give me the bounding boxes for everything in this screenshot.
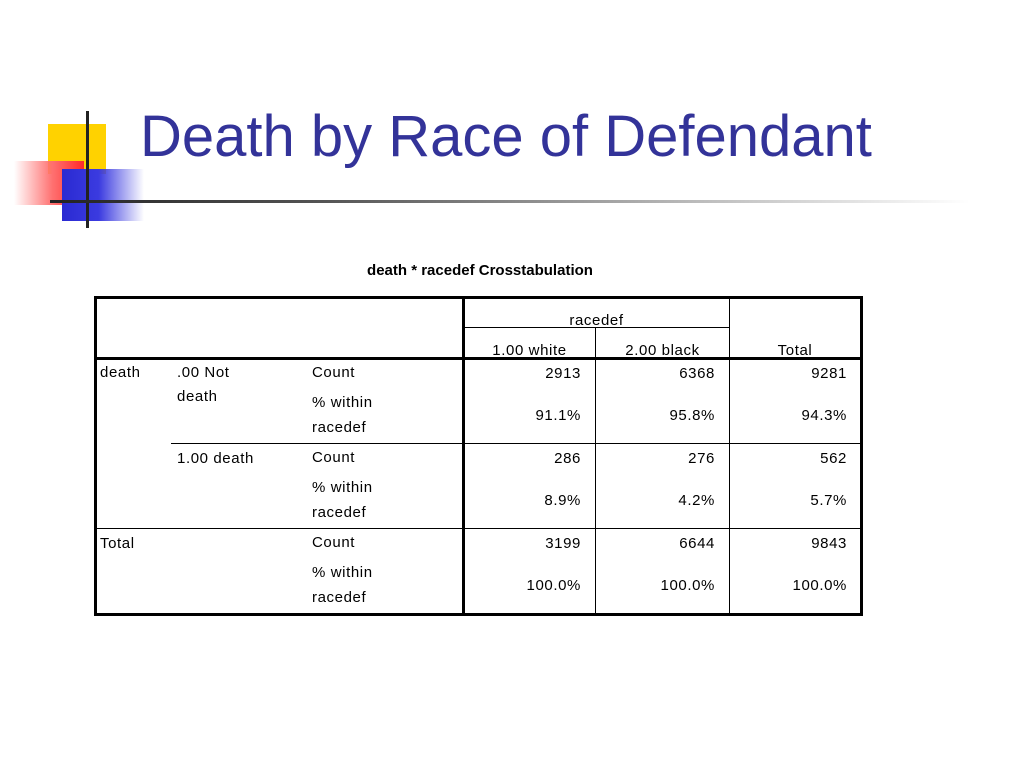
category-death-label: 1.00 death <box>177 450 254 467</box>
value-cell: 6368 <box>679 365 715 382</box>
stat-label-pct-line2: racedef <box>312 504 367 521</box>
value-cell: 100.0% <box>792 577 847 594</box>
stat-label-pct-line2: racedef <box>312 419 367 436</box>
crosstab-table: racedef 1.00 white 2.00 black Total deat… <box>94 296 863 616</box>
row-variable-label: death <box>100 364 141 381</box>
value-cell: 3199 <box>545 535 581 552</box>
stat-label-count: Count <box>312 534 356 551</box>
value-cell: 95.8% <box>669 407 715 424</box>
value-cell: 100.0% <box>660 577 715 594</box>
stat-label-pct-line1: % within <box>312 394 373 411</box>
row-label-separator <box>462 296 465 613</box>
column-header-black: 2.00 black <box>625 342 700 359</box>
title-underline <box>50 200 970 203</box>
value-cell: 276 <box>688 450 715 467</box>
logo-vertical-line <box>86 111 89 228</box>
logo-blue-square <box>62 169 144 221</box>
category-not-death-line2: death <box>177 388 218 405</box>
stat-label-count: Count <box>312 364 356 381</box>
value-cell: 9843 <box>811 535 847 552</box>
value-cell: 2913 <box>545 365 581 382</box>
stat-label-count: Count <box>312 449 356 466</box>
category-not-death-line1: .00 Not <box>177 364 230 381</box>
column-group-label: racedef <box>569 312 624 329</box>
stat-label-pct-line1: % within <box>312 564 373 581</box>
value-cell: 562 <box>820 450 847 467</box>
table-border-left <box>94 296 97 616</box>
header-separator <box>94 357 860 360</box>
value-cell: 8.9% <box>544 492 581 509</box>
column-header-total: Total <box>777 342 813 359</box>
value-cell: 91.1% <box>535 407 581 424</box>
value-cell: 5.7% <box>810 492 847 509</box>
value-cell: 100.0% <box>526 577 581 594</box>
value-cell: 6644 <box>679 535 715 552</box>
slide-title: Death by Race of Defendant <box>140 104 872 169</box>
column-divider-white <box>595 327 596 613</box>
value-cell: 94.3% <box>801 407 847 424</box>
slide-logo <box>0 0 1024 240</box>
table-border-bottom <box>94 613 863 616</box>
table-caption: death * racedef Crosstabulation <box>367 262 593 279</box>
stat-label-pct-line2: racedef <box>312 589 367 606</box>
value-cell: 4.2% <box>678 492 715 509</box>
table-border-right <box>860 296 863 616</box>
racedef-underline <box>464 327 730 328</box>
column-divider-black <box>729 296 730 613</box>
row-divider-total <box>94 528 860 529</box>
column-header-white: 1.00 white <box>492 342 567 359</box>
value-cell: 9281 <box>811 365 847 382</box>
table-border-top <box>94 296 863 299</box>
value-cell: 286 <box>554 450 581 467</box>
total-row-label: Total <box>100 535 135 552</box>
row-divider-category <box>171 443 860 444</box>
stat-label-pct-line1: % within <box>312 479 373 496</box>
